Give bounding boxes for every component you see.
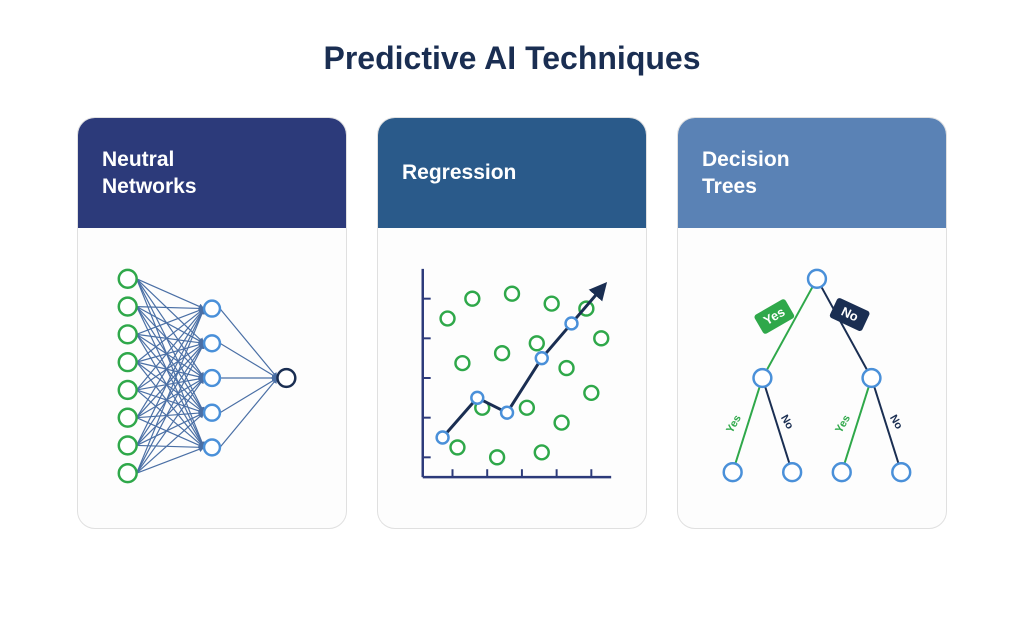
card-regression: Regression xyxy=(377,117,647,529)
decision-tree-diagram: YesNoYesNoYesNo xyxy=(693,248,931,508)
svg-text:No: No xyxy=(778,413,796,432)
card-header-decision-trees: DecisionTrees xyxy=(678,118,946,228)
svg-text:Yes: Yes xyxy=(833,413,853,435)
card-body-regression xyxy=(378,228,646,528)
card-neural-networks: NeutralNetworks xyxy=(77,117,347,529)
card-label: Regression xyxy=(402,159,516,186)
svg-text:No: No xyxy=(887,413,905,432)
card-decision-trees: DecisionTrees YesNoYesNoYesNo xyxy=(677,117,947,529)
card-label: DecisionTrees xyxy=(702,146,790,201)
card-body-neural-networks xyxy=(78,228,346,528)
neural-network-diagram xyxy=(93,248,331,508)
regression-diagram xyxy=(393,248,631,508)
svg-text:Yes: Yes xyxy=(724,413,744,435)
cards-row: NeutralNetworks Regression DecisionTrees… xyxy=(70,117,954,529)
card-header-neural-networks: NeutralNetworks xyxy=(78,118,346,228)
card-header-regression: Regression xyxy=(378,118,646,228)
card-label: NeutralNetworks xyxy=(102,146,197,201)
card-body-decision-trees: YesNoYesNoYesNo xyxy=(678,228,946,528)
page-title: Predictive AI Techniques xyxy=(70,40,954,77)
